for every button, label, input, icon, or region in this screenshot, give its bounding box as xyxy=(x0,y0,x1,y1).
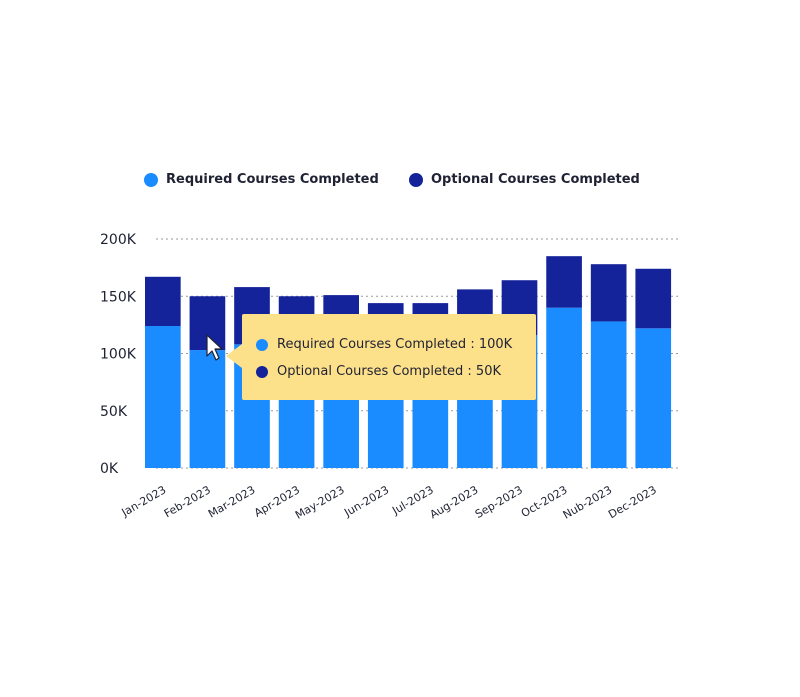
tooltip-dot-optional xyxy=(256,365,268,378)
legend-item-optional[interactable]: Optional Courses Completed xyxy=(409,172,640,187)
bar-required[interactable] xyxy=(189,350,226,468)
legend-label-optional: Optional Courses Completed xyxy=(431,172,640,187)
tooltip-dot-required xyxy=(256,338,268,351)
legend-dot-optional xyxy=(409,172,423,187)
bar-optional[interactable] xyxy=(145,276,181,327)
x-tick-label: Dec-2023 xyxy=(606,483,659,521)
legend-label-required: Required Courses Completed xyxy=(166,172,379,187)
y-tick-label: 50K xyxy=(100,404,128,420)
y-tick-label: 150K xyxy=(100,289,137,305)
legend: Required Courses Completed Optional Cour… xyxy=(0,172,800,196)
x-tick-label: Jun-2023 xyxy=(341,483,391,519)
bar-required[interactable] xyxy=(145,326,181,468)
y-tick-label: 200K xyxy=(100,232,137,248)
bar-optional[interactable] xyxy=(590,264,627,322)
tooltip: Required Courses Completed : 100K Option… xyxy=(226,314,536,400)
bar-required[interactable] xyxy=(590,321,627,468)
legend-dot-required xyxy=(144,172,158,187)
y-axis-labels: 0K 50K 100K 150K 200K xyxy=(100,232,137,477)
x-tick-label: Oct-2023 xyxy=(519,483,570,520)
bar-optional[interactable] xyxy=(635,268,672,329)
tooltip-row-required: Required Courses Completed : 100K xyxy=(256,337,512,352)
legend-item-required[interactable]: Required Courses Completed xyxy=(144,172,379,187)
x-tick-label: Feb-2023 xyxy=(162,483,213,520)
bar-optional[interactable] xyxy=(546,256,582,308)
x-axis-labels: Jan-2023Feb-2023Mar-2023Apr-2023May-2023… xyxy=(119,483,659,522)
x-tick-label: Mar-2023 xyxy=(206,483,258,520)
x-tick-label: Sep-2023 xyxy=(473,483,525,521)
y-tick-label: 0K xyxy=(100,461,119,477)
bar-required[interactable] xyxy=(546,307,582,468)
tooltip-text-required: Required Courses Completed : 100K xyxy=(277,337,513,352)
bar-optional[interactable] xyxy=(189,296,226,351)
x-tick-label: Nub-2023 xyxy=(561,483,614,521)
y-tick-label: 100K xyxy=(100,347,137,363)
tooltip-text-optional: Optional Courses Completed : 50K xyxy=(277,364,502,379)
x-tick-label: Jan-2023 xyxy=(119,483,169,519)
x-tick-label: Aug-2023 xyxy=(428,483,481,521)
bar-required[interactable] xyxy=(635,328,672,468)
tooltip-row-optional: Optional Courses Completed : 50K xyxy=(256,364,501,379)
x-tick-label: May-2023 xyxy=(293,483,347,522)
